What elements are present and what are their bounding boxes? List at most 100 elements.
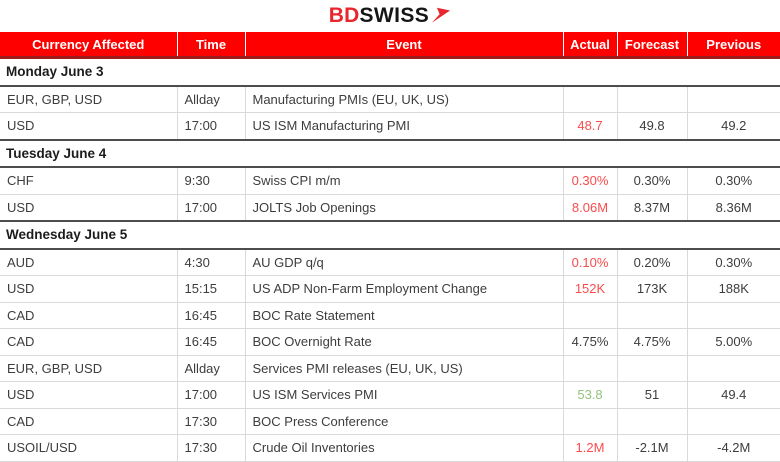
cell-currency: EUR, GBP, USD bbox=[0, 85, 178, 113]
cell-time: 9:30 bbox=[177, 167, 246, 195]
event-row: AUD 4:30 AU GDP q/q 0.10% 0.20% 0.30% bbox=[0, 248, 780, 276]
cell-time: 16:45 bbox=[177, 302, 246, 329]
cell-event: BOC Press Conference bbox=[245, 408, 564, 435]
cell-forecast: -2.1M bbox=[617, 434, 688, 462]
section-row: Tuesday June 4 bbox=[0, 138, 780, 168]
event-row: USD 15:15 US ADP Non-Farm Employment Chang… bbox=[0, 275, 780, 303]
cell-time: 17:00 bbox=[177, 381, 246, 409]
section-title: Monday June 3 bbox=[0, 56, 780, 87]
cell-time: Allday bbox=[177, 355, 246, 382]
cell-event: BOC Overnight Rate bbox=[245, 328, 564, 356]
cell-actual bbox=[563, 408, 618, 435]
cell-forecast: 8.37M bbox=[617, 194, 688, 222]
section-row: Wednesday June 5 bbox=[0, 220, 780, 250]
cell-actual bbox=[563, 85, 618, 113]
cell-currency: USD bbox=[0, 275, 178, 303]
cell-forecast: 173K bbox=[617, 275, 688, 303]
cell-actual: 8.06M bbox=[563, 194, 618, 222]
cell-forecast: 0.20% bbox=[617, 248, 688, 276]
cell-actual: 1.2M bbox=[563, 434, 618, 462]
cell-event: AU GDP q/q bbox=[245, 248, 564, 276]
cell-time: 17:00 bbox=[177, 112, 246, 140]
event-row: USD 17:00 US ISM Manufacturing PMI 48.7 49.8… bbox=[0, 112, 780, 140]
cell-forecast bbox=[617, 85, 688, 113]
section-row: Monday June 3 bbox=[0, 56, 780, 87]
cell-previous: 5.00% bbox=[687, 328, 780, 356]
cell-previous: 49.4 bbox=[687, 381, 780, 409]
cell-forecast: 0.30% bbox=[617, 167, 688, 195]
cell-time: 4:30 bbox=[177, 248, 246, 276]
event-row: USOIL/USD 17:30 Crude Oil Inventories 1.2M -… bbox=[0, 434, 780, 462]
cell-event: BOC Rate Statement bbox=[245, 302, 564, 329]
cell-event: Crude Oil Inventories bbox=[245, 434, 564, 462]
event-row: CAD 17:30 BOC Press Conference bbox=[0, 408, 780, 435]
cell-previous bbox=[687, 85, 780, 113]
cell-actual: 152K bbox=[563, 275, 618, 303]
cell-previous bbox=[687, 408, 780, 435]
section-title: Wednesday June 5 bbox=[0, 220, 780, 250]
cell-currency: CHF bbox=[0, 167, 178, 195]
economic-calendar-table: Currency Affected Time Event Actual Fore… bbox=[0, 32, 780, 462]
event-row: EUR, GBP, USD Allday Manufacturing PMIs (E… bbox=[0, 85, 780, 113]
cell-actual: 48.7 bbox=[563, 112, 618, 140]
cell-event: Services PMI releases (EU, UK, US) bbox=[245, 355, 564, 382]
cell-previous bbox=[687, 302, 780, 329]
cell-currency: EUR, GBP, USD bbox=[0, 355, 178, 382]
logo-bd-text: BD bbox=[328, 4, 360, 27]
cell-currency: USD bbox=[0, 194, 178, 222]
cell-currency: USD bbox=[0, 112, 178, 140]
cell-forecast: 4.75% bbox=[617, 328, 688, 356]
red-arrow-icon bbox=[432, 7, 451, 23]
cell-currency: USOIL/USD bbox=[0, 434, 178, 462]
event-row: CAD 16:45 BOC Overnight Rate 4.75% 4.75% 5.00… bbox=[0, 328, 780, 356]
section-title: Tuesday June 4 bbox=[0, 138, 780, 168]
cell-actual: 0.30% bbox=[563, 167, 618, 195]
cell-currency: CAD bbox=[0, 408, 178, 435]
cell-previous bbox=[687, 355, 780, 382]
logo-swiss-text: SWISS bbox=[359, 4, 430, 27]
cell-currency: CAD bbox=[0, 302, 178, 329]
cell-time: 17:30 bbox=[177, 434, 246, 462]
cell-previous: 49.2 bbox=[687, 112, 780, 140]
cell-time: 15:15 bbox=[177, 275, 246, 303]
cell-actual bbox=[563, 302, 618, 329]
cell-forecast: 51 bbox=[617, 381, 688, 409]
cell-actual: 53.8 bbox=[563, 381, 618, 409]
cell-forecast: 49.8 bbox=[617, 112, 688, 140]
cell-currency: USD bbox=[0, 381, 178, 409]
cell-event: Swiss CPI m/m bbox=[245, 167, 564, 195]
cell-actual bbox=[563, 355, 618, 382]
col-header-currency-affected: Currency Affected bbox=[0, 32, 177, 59]
col-header-actual: Actual bbox=[562, 32, 617, 59]
cell-time: Allday bbox=[177, 85, 246, 113]
col-header-previous: Previous bbox=[686, 32, 780, 59]
cell-currency: AUD bbox=[0, 248, 178, 276]
col-header-forecast: Forecast bbox=[616, 32, 687, 59]
col-header-time: Time bbox=[176, 32, 245, 59]
cell-actual: 4.75% bbox=[563, 328, 618, 356]
cell-previous: 0.30% bbox=[687, 167, 780, 195]
bdswiss-logo: BD SWISS bbox=[0, 0, 780, 32]
table-header-row: Currency Affected Time Event Actual Fore… bbox=[0, 32, 780, 59]
cell-time: 17:00 bbox=[177, 194, 246, 222]
cell-previous: 0.30% bbox=[687, 248, 780, 276]
event-row: CHF 9:30 Swiss CPI m/m 0.30% 0.30% 0.30% bbox=[0, 167, 780, 195]
cell-event: US ISM Manufacturing PMI bbox=[245, 112, 564, 140]
cell-forecast bbox=[617, 408, 688, 435]
cell-forecast bbox=[617, 355, 688, 382]
col-header-event: Event bbox=[244, 32, 563, 59]
cell-currency: CAD bbox=[0, 328, 178, 356]
cell-previous: 188K bbox=[687, 275, 780, 303]
cell-time: 16:45 bbox=[177, 328, 246, 356]
cell-event: Manufacturing PMIs (EU, UK, US) bbox=[245, 85, 564, 113]
cell-event: JOLTS Job Openings bbox=[245, 194, 564, 222]
cell-time: 17:30 bbox=[177, 408, 246, 435]
event-row: USD 17:00 JOLTS Job Openings 8.06M 8.37M 8.36… bbox=[0, 194, 780, 222]
cell-previous: -4.2M bbox=[687, 434, 780, 462]
cell-forecast bbox=[617, 302, 688, 329]
cell-event: US ADP Non-Farm Employment Change bbox=[245, 275, 564, 303]
cell-event: US ISM Services PMI bbox=[245, 381, 564, 409]
event-row: USD 17:00 US ISM Services PMI 53.8 51 49.4 bbox=[0, 381, 780, 409]
cell-actual: 0.10% bbox=[563, 248, 618, 276]
